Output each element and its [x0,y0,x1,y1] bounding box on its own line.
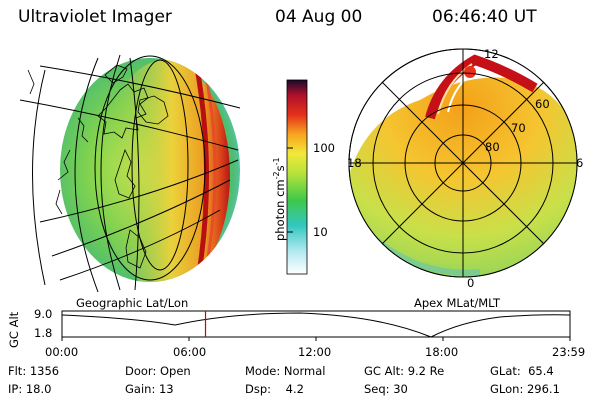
altitude-tick-1-8: 1.8 [34,326,53,340]
time-tick-2359: 23:59 [552,345,586,359]
time-tick-0000: 00:00 [45,345,79,359]
geographic-image [19,54,241,293]
geographic-label: Geographic Lat/Lon [76,296,189,310]
colorbar-unit-label: photon cm-2s-1 [272,157,287,241]
polar-image [348,48,578,278]
glon-info: GLon: 296.1 [490,382,560,396]
colorbar-tick-10: 10 [313,225,328,239]
colorbar-tick-100: 100 [313,141,335,155]
glat-info: GLat: 65.4 [490,364,554,378]
apex-label: Apex MLat/MLT [414,296,501,310]
lat-80-label: 80 [485,140,500,154]
lat-70-label: 70 [511,121,526,135]
mlt-12-label: 12 [484,47,499,61]
time-label: 06:46:40 UT [432,7,537,27]
instrument-title: Ultraviolet Imager [18,7,172,27]
altitude-tick-9: 9.0 [34,307,53,321]
intensity-colorbar [286,79,308,275]
seq-info: Seq: 30 [364,382,408,396]
time-tick-1200: 12:00 [298,345,332,359]
gcalt-info: GC Alt: 9.2 Re [364,364,445,378]
flt-info: Flt: 1356 [8,364,60,378]
time-tick-1800: 18:00 [425,345,459,359]
mlt-0-label: 0 [467,276,475,290]
mlt-6-label: 6 [576,156,584,170]
lat-60-label: 60 [535,97,550,111]
gain-info: Gain: 13 [125,382,174,396]
time-tick-0600: 06:00 [173,345,207,359]
altitude-plot [61,310,571,341]
altitude-axis-label: GC Alt [7,311,21,348]
mlt-18-label: 18 [347,156,362,170]
mode-info: Mode: Normal [245,364,326,378]
date-label: 04 Aug 00 [275,7,363,27]
dsp-info: Dsp: 4.2 [245,382,304,396]
ip-info: IP: 18.0 [8,382,52,396]
door-info: Door: Open [125,364,191,378]
